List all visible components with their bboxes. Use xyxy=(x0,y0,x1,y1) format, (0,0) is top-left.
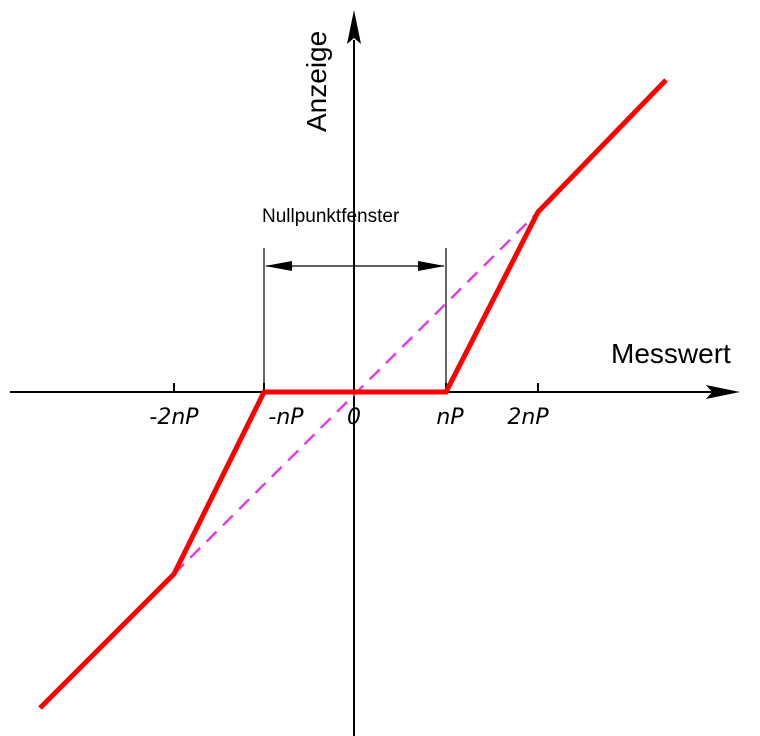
tick-label-minus-2np: -2nP xyxy=(149,405,199,430)
tick-label-np: nP xyxy=(436,405,464,430)
x-axis-arrow-icon xyxy=(706,385,740,399)
x-axis-label: Messwert xyxy=(611,338,731,369)
y-axis-label: Anzeige xyxy=(301,31,332,132)
characteristic-curve xyxy=(38,78,668,710)
tick-label-2np: 2nP xyxy=(507,405,549,430)
tick-label-minus-np: -nP xyxy=(268,405,304,430)
window-arrow-right-icon xyxy=(418,261,445,271)
zero-window-label: Nullpunktfenster xyxy=(262,206,400,227)
tick-label-zero: 0 xyxy=(347,405,361,430)
y-axis-arrow-icon xyxy=(347,10,361,44)
window-arrow-left-icon xyxy=(265,261,292,271)
